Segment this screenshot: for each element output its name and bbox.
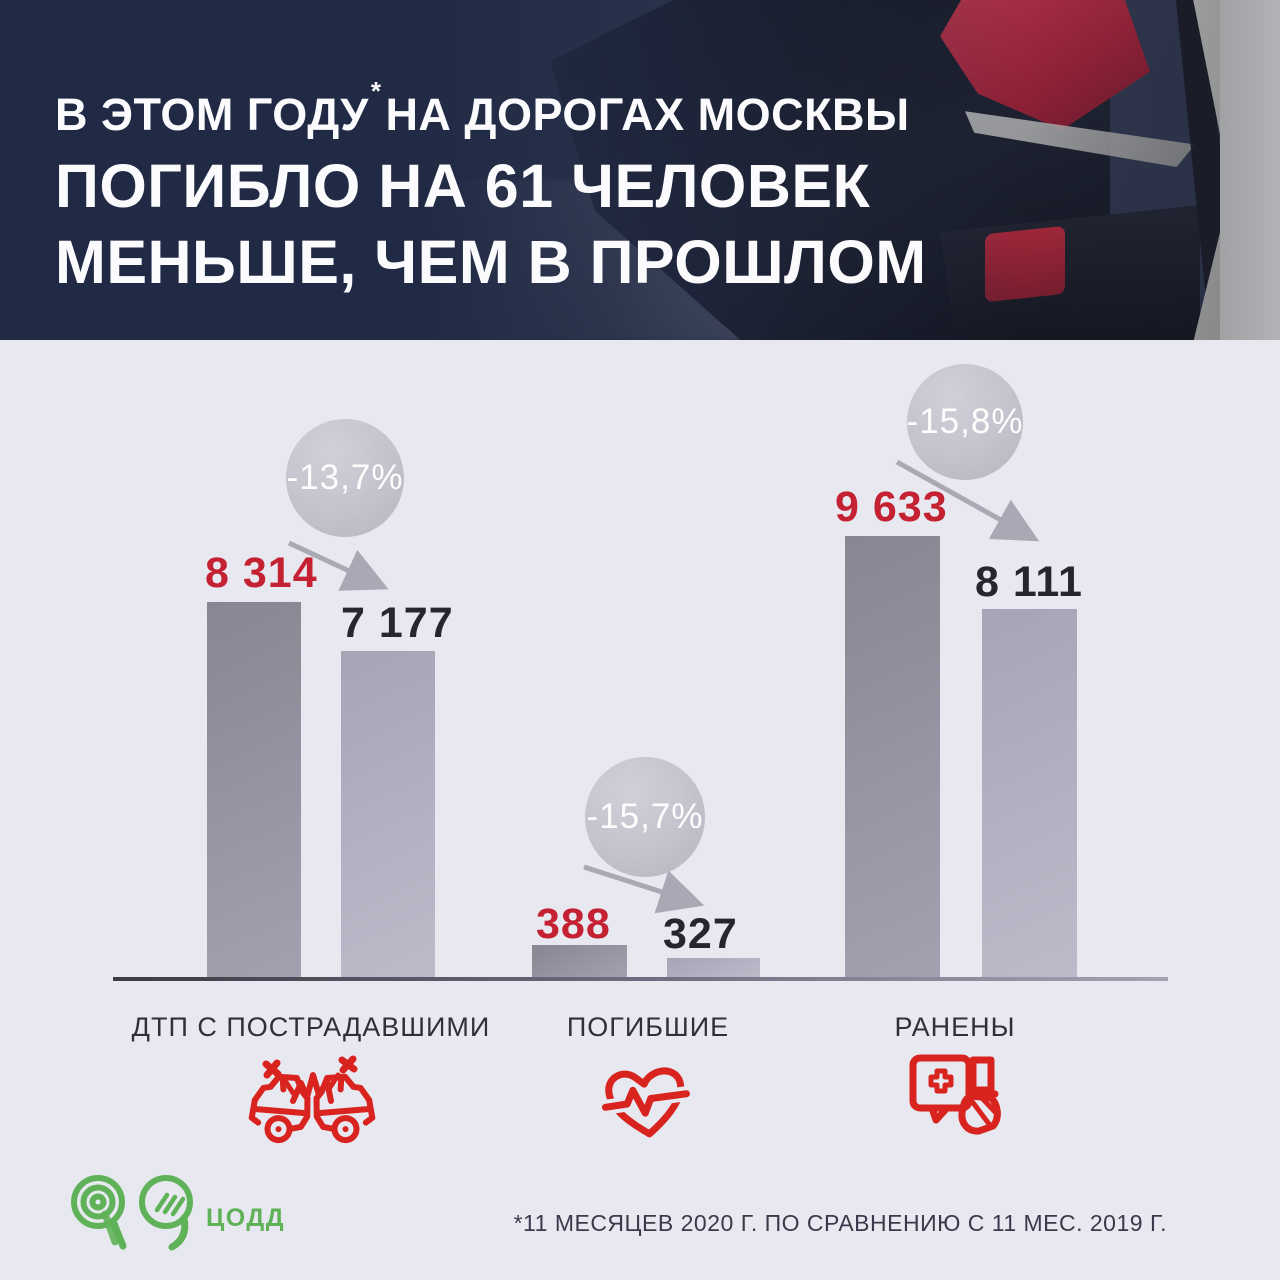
bar-accidents-prev (207, 602, 301, 979)
decline-arrow-accidents (287, 540, 389, 591)
title-line-1-text2: НА ДОРОГАХ МОСКВЫ (385, 89, 910, 141)
bar-injured-curr (982, 609, 1077, 979)
bar-deaths-curr (667, 958, 760, 979)
heart-pulse-icon (600, 1067, 692, 1138)
footnote: *11 МЕСЯЦЕВ 2020 Г. ПО СРАВНЕНИЮ С 11 МЕ… (513, 1210, 1167, 1236)
value-injured-prev: 9 633 (835, 483, 948, 531)
title-line-2: ПОГИБЛО НА 61 ЧЕЛОВЕК (55, 152, 871, 221)
value-deaths-curr: 327 (663, 910, 738, 958)
bar-deaths-prev (532, 945, 627, 979)
codd-logo-pin1-icon (71, 1175, 127, 1250)
value-injured-curr: 8 111 (975, 558, 1083, 606)
change-bubble-accidents: -13,7% (286, 419, 404, 537)
bandaged-foot-icon (909, 1054, 1001, 1135)
hero-header: В ЭТОМ ГОДУ*НА ДОРОГАХ МОСКВЫ ПОГИБЛО НА… (0, 0, 1280, 340)
codd-logo-text: ЦОДД (206, 1204, 285, 1232)
bar-injured-prev (845, 536, 940, 979)
decline-arrow-injured (895, 459, 1040, 542)
title-line-1-text: В ЭТОМ ГОДУ (55, 89, 369, 141)
category-label-injured: РАНЕНЫ (894, 1012, 1016, 1042)
hero-navy-overlay (0, 0, 1280, 340)
title-line-1: В ЭТОМ ГОДУ*НА ДОРОГАХ МОСКВЫ (55, 76, 910, 141)
bar-accidents-curr (341, 651, 435, 979)
car-crash-icon (248, 1055, 376, 1144)
change-bubble-deaths: -15,7% (585, 757, 705, 877)
title-asterisk: * (370, 76, 382, 107)
value-deaths-prev: 388 (536, 900, 611, 948)
category-label-accidents: ДТП С ПОСТРАДАВШИМИ (131, 1012, 491, 1042)
change-bubble-injured: -15,8% (907, 364, 1023, 480)
title-line-3: МЕНЬШЕ, ЧЕМ В ПРОШЛОМ (55, 228, 927, 297)
category-label-deaths: ПОГИБШИЕ (566, 1012, 730, 1042)
x-axis-line (113, 977, 1168, 981)
value-accidents-curr: 7 177 (341, 599, 454, 647)
codd-logo-pin2-icon (139, 1175, 193, 1251)
value-accidents-prev: 8 314 (205, 549, 318, 597)
decline-arrow-deaths (583, 864, 705, 914)
